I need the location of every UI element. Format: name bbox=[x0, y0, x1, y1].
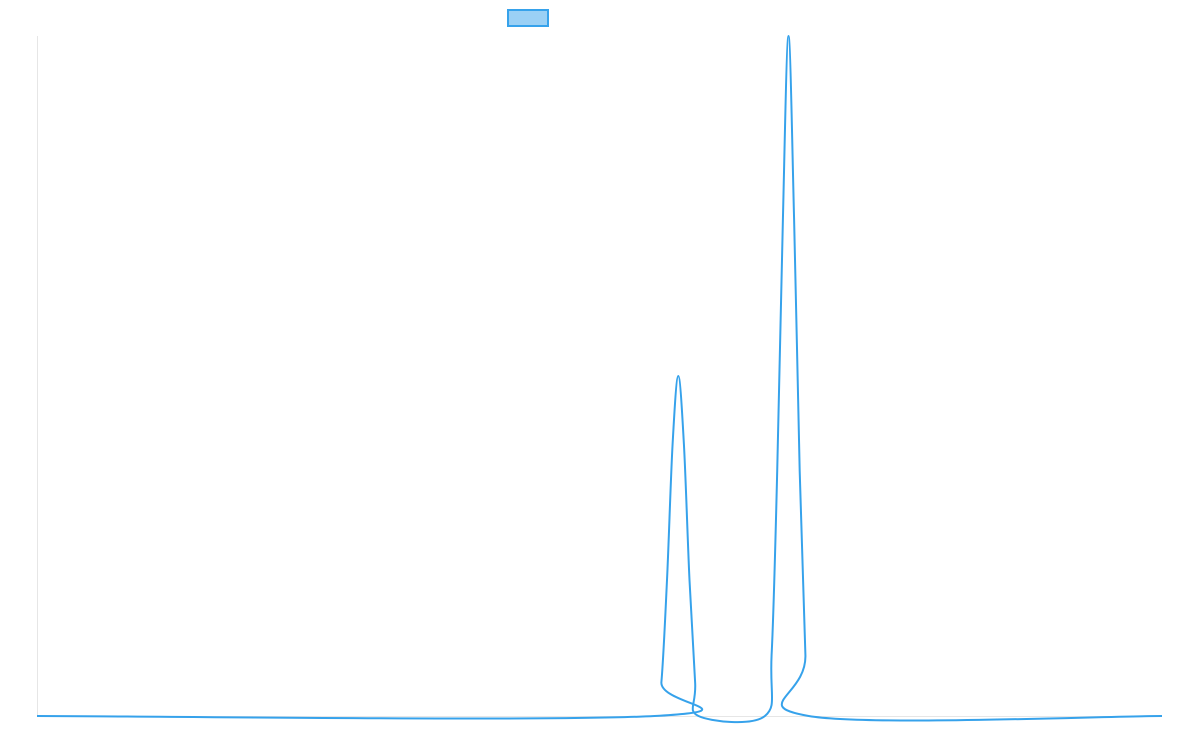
legend[interactable] bbox=[507, 9, 549, 27]
plot-area bbox=[36, 35, 1163, 724]
series-line-0[interactable] bbox=[36, 35, 1163, 724]
legend-swatch[interactable] bbox=[507, 9, 549, 27]
